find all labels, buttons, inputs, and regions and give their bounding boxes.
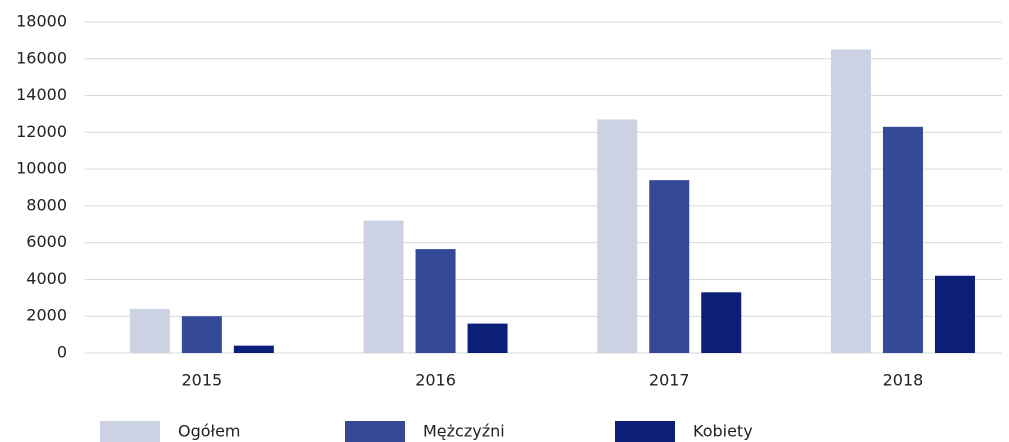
bar — [415, 249, 456, 353]
bar — [597, 119, 638, 353]
bar — [129, 308, 170, 353]
y-tick-label: 6000 — [26, 232, 67, 251]
x-tick-label: 2016 — [415, 371, 456, 390]
bar — [882, 126, 923, 353]
y-tick-label: 8000 — [26, 195, 67, 214]
bar — [649, 180, 690, 353]
y-tick-label: 2000 — [26, 306, 67, 325]
y-tick-label: 16000 — [16, 48, 67, 67]
legend-swatch — [100, 421, 160, 442]
x-tick-label: 2018 — [883, 371, 924, 390]
y-tick-label: 12000 — [16, 122, 67, 141]
y-tick-label: 10000 — [16, 159, 67, 178]
bar — [363, 220, 404, 353]
bar — [467, 323, 508, 353]
legend-label: Ogółem — [178, 422, 241, 441]
bar — [934, 275, 975, 353]
y-tick-label: 4000 — [26, 269, 67, 288]
y-tick-label: 14000 — [16, 85, 67, 104]
legend-swatch — [345, 421, 405, 442]
x-tick-label: 2015 — [181, 371, 222, 390]
legend-label: Mężczyźni — [423, 422, 505, 441]
x-tick-label: 2017 — [649, 371, 690, 390]
legend-label: Kobiety — [693, 422, 753, 441]
y-tick-label: 18000 — [16, 12, 67, 31]
legend-swatch — [615, 421, 675, 442]
bar — [830, 49, 871, 353]
bar — [233, 345, 274, 353]
bar — [701, 292, 742, 353]
bar — [181, 316, 222, 353]
y-tick-label: 0 — [57, 343, 67, 362]
